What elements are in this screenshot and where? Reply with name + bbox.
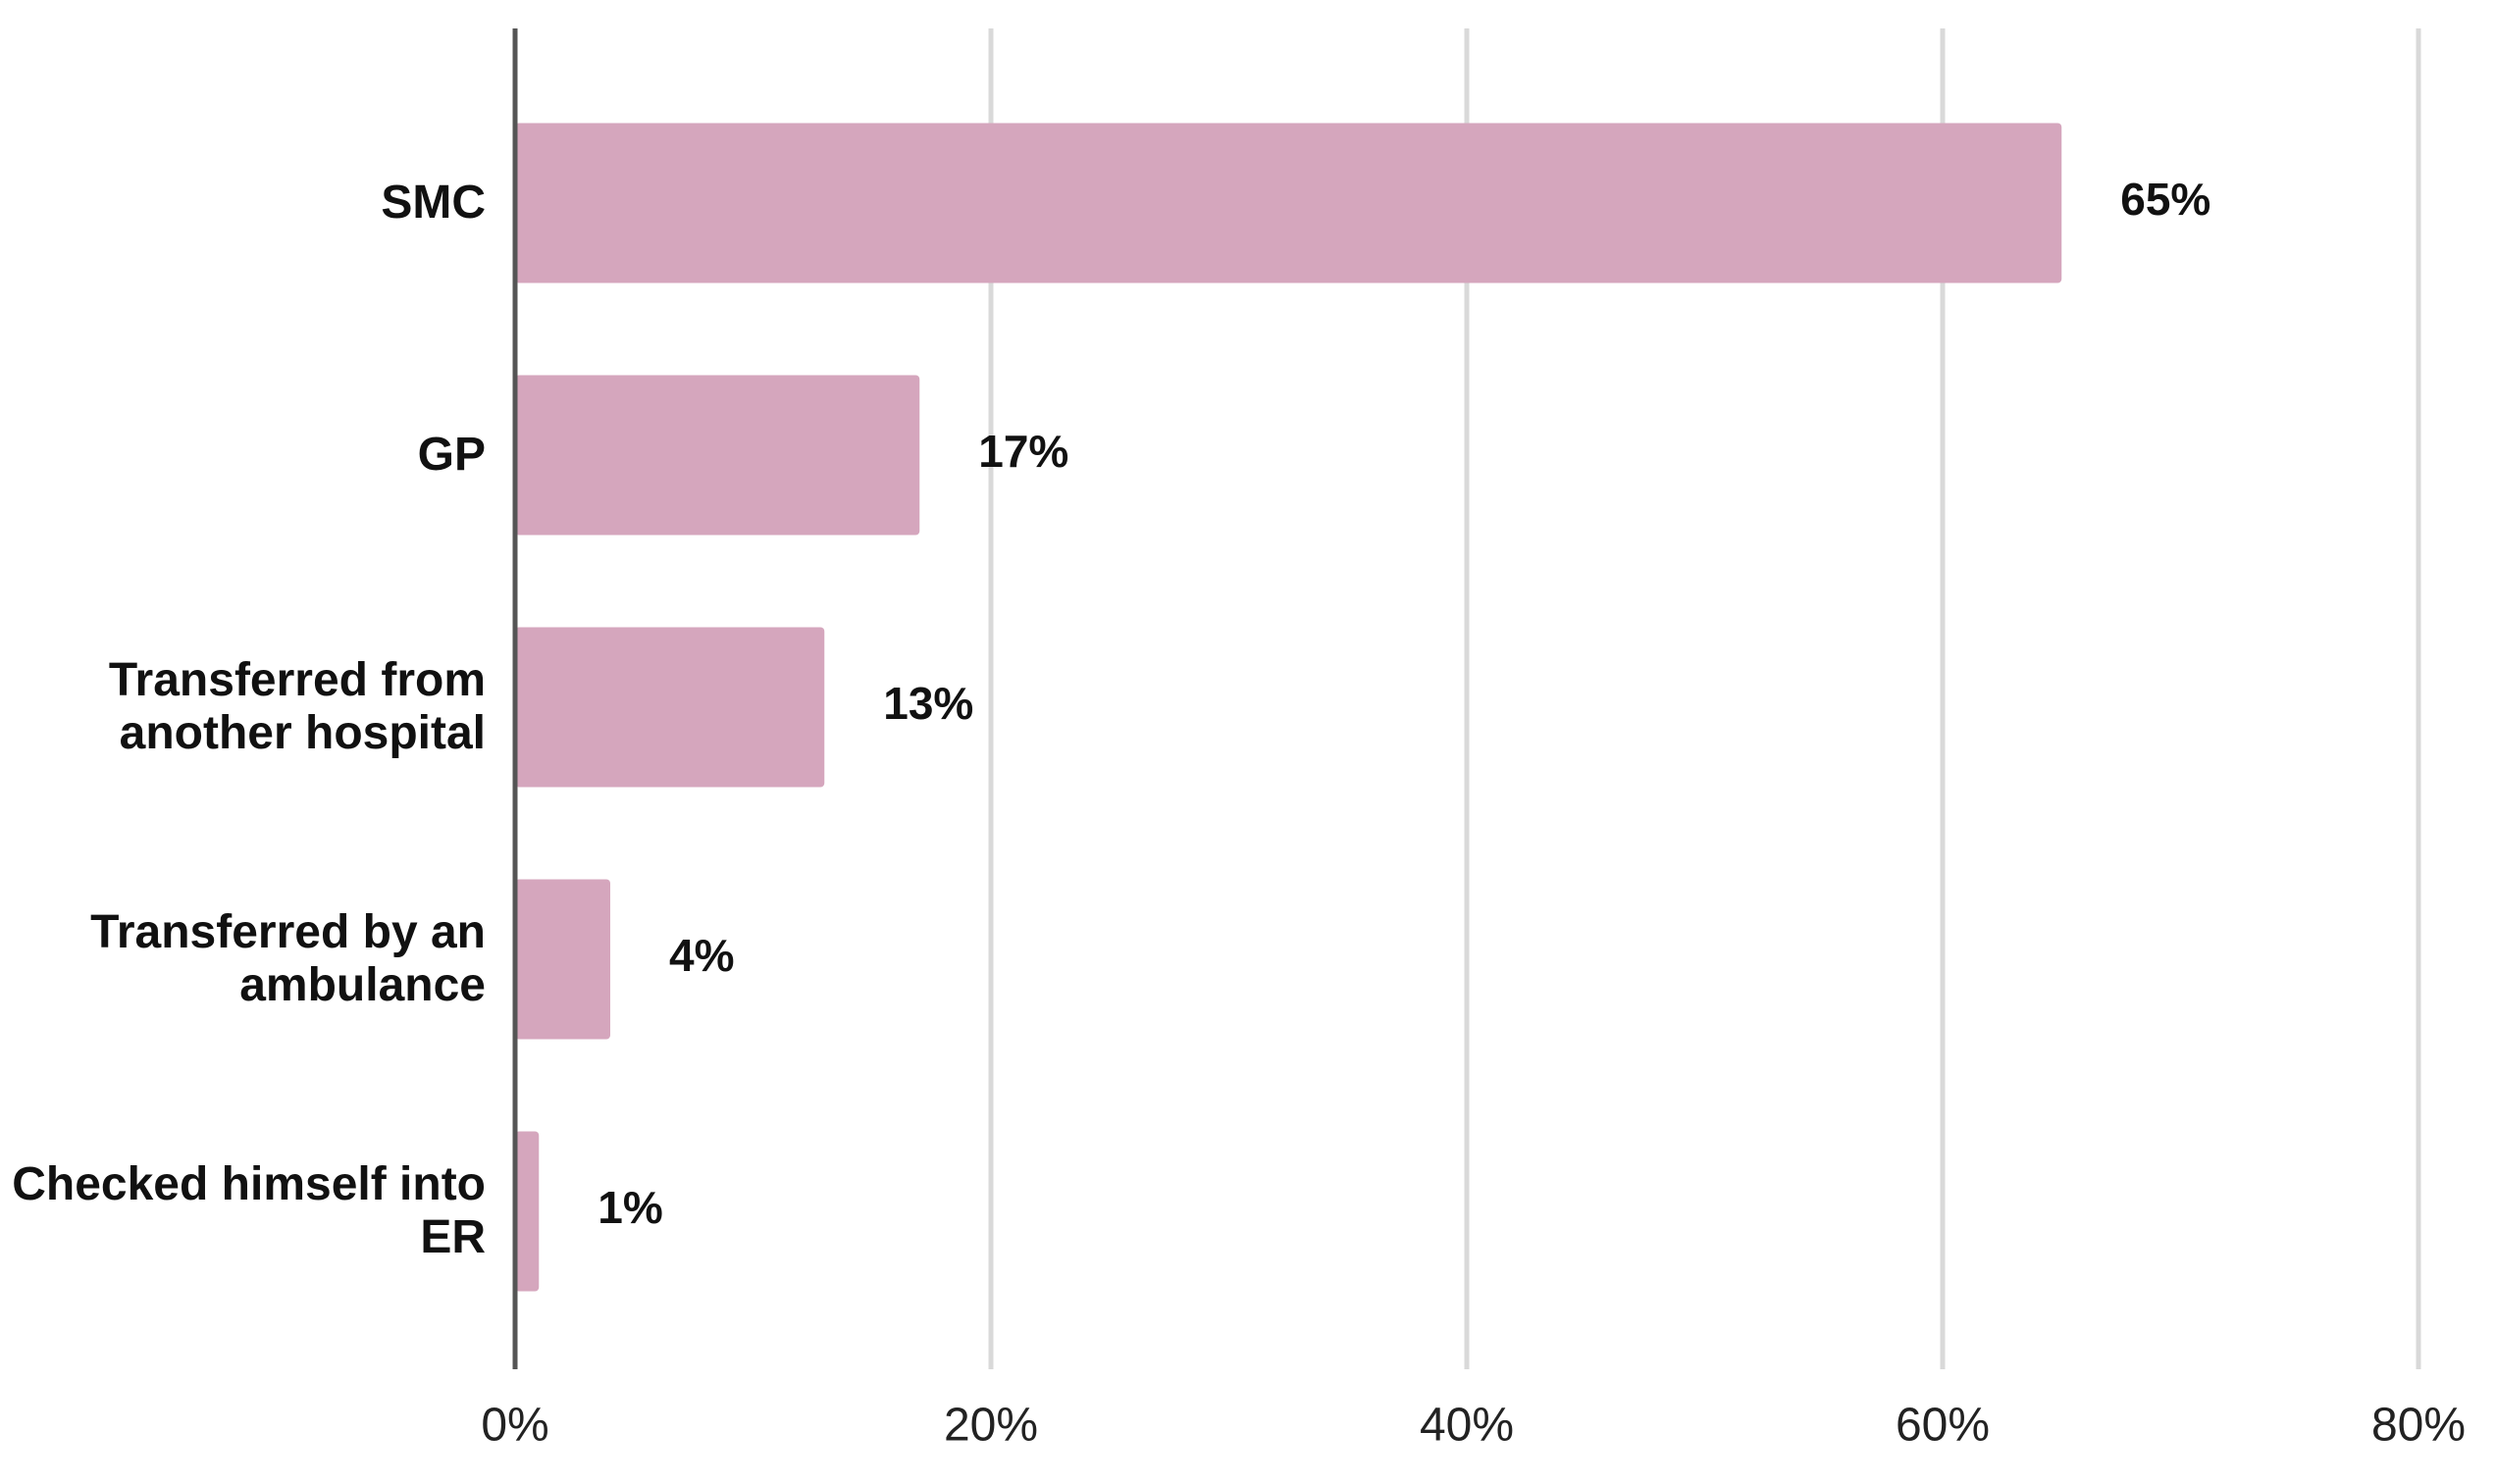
value-label: 17% [978,426,1068,477]
y-tick-label: Transferred by an ambulance [90,906,486,1011]
y-tick-label: Transferred from another hospital [108,654,486,759]
bar [515,375,920,536]
y-tick-label: Checked himself into ER [12,1158,486,1263]
value-label: 1% [598,1182,662,1233]
y-tick-label: SMC [381,177,486,229]
value-label: 65% [2120,174,2210,225]
bar [515,627,825,788]
x-tick-label: 40% [1420,1400,1514,1452]
x-tick-label: 0% [481,1400,548,1452]
bar [515,123,2062,283]
value-label: 4% [669,930,734,981]
bar [515,879,610,1040]
x-tick-label: 60% [1896,1400,1990,1452]
x-tick-label: 80% [2371,1400,2466,1452]
y-tick-label: GP [417,429,486,481]
bar [515,1131,540,1292]
x-tick-label: 20% [944,1400,1038,1452]
value-label: 13% [883,678,973,729]
